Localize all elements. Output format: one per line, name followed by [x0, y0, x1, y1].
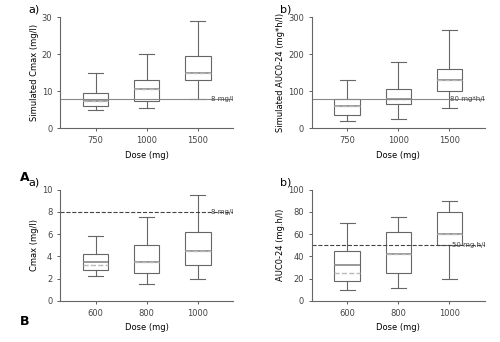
FancyBboxPatch shape [185, 56, 210, 80]
X-axis label: Dose (mg): Dose (mg) [125, 150, 168, 160]
Text: b): b) [280, 5, 291, 15]
FancyBboxPatch shape [83, 254, 108, 270]
FancyBboxPatch shape [134, 245, 160, 273]
Text: b): b) [280, 177, 291, 187]
FancyBboxPatch shape [386, 90, 411, 104]
Text: 50 mg.h/l: 50 mg.h/l [452, 242, 485, 248]
FancyBboxPatch shape [436, 212, 462, 245]
X-axis label: Dose (mg): Dose (mg) [376, 150, 420, 160]
FancyBboxPatch shape [386, 232, 411, 273]
Text: 8 mg/l: 8 mg/l [211, 96, 234, 102]
Y-axis label: Simulated Cmax (mg/l): Simulated Cmax (mg/l) [30, 24, 39, 121]
FancyBboxPatch shape [334, 251, 360, 281]
Text: 8 mg/l: 8 mg/l [211, 209, 234, 215]
X-axis label: Dose (mg): Dose (mg) [125, 323, 168, 332]
Text: B: B [20, 315, 30, 328]
Y-axis label: AUC0-24 (mg.h/l): AUC0-24 (mg.h/l) [276, 209, 285, 281]
FancyBboxPatch shape [436, 69, 462, 91]
FancyBboxPatch shape [83, 93, 108, 106]
X-axis label: Dose (mg): Dose (mg) [376, 323, 420, 332]
Text: A: A [20, 171, 30, 184]
Text: a): a) [29, 5, 40, 15]
Y-axis label: Simulated AUC0-24 (mg*h/l): Simulated AUC0-24 (mg*h/l) [276, 13, 285, 132]
Text: a): a) [29, 177, 40, 187]
Y-axis label: Cmax (mg/l): Cmax (mg/l) [30, 219, 39, 271]
FancyBboxPatch shape [185, 232, 210, 265]
FancyBboxPatch shape [134, 80, 160, 101]
FancyBboxPatch shape [334, 99, 360, 116]
Text: 80 mg*h/l: 80 mg*h/l [450, 96, 485, 102]
